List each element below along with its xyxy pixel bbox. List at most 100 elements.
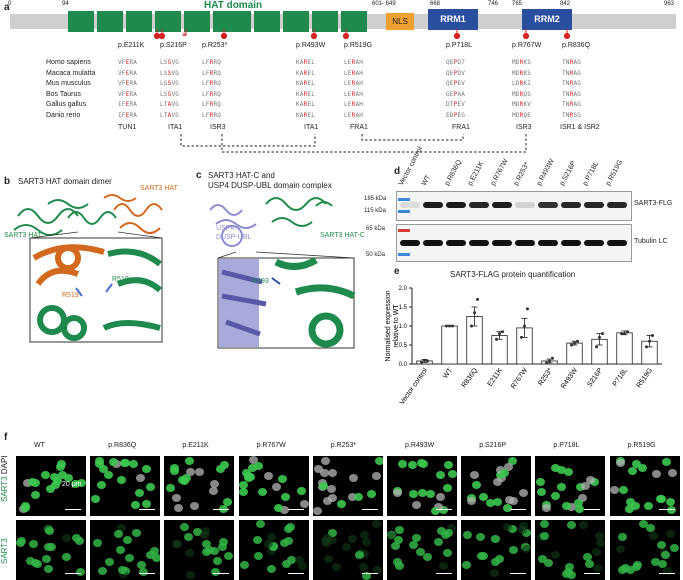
column-label: p.R253* bbox=[330, 442, 357, 449]
alignment-row: VFERA bbox=[118, 69, 137, 80]
residue-mutated: P bbox=[453, 69, 458, 77]
residue-mutated: R bbox=[519, 101, 524, 108]
nucleus bbox=[646, 523, 656, 532]
residue-flank: VF bbox=[118, 90, 126, 98]
nucleus bbox=[323, 555, 333, 564]
residue-mutated: S bbox=[167, 69, 172, 77]
residue-flank: LS bbox=[160, 80, 168, 87]
data-point bbox=[501, 330, 504, 334]
class-label: ITA1 bbox=[168, 124, 183, 131]
nucleus bbox=[503, 504, 513, 513]
nucleus bbox=[190, 502, 200, 511]
residue-flank: QE bbox=[446, 80, 454, 87]
nucleus bbox=[576, 482, 586, 491]
residue-mutated: R bbox=[303, 111, 308, 119]
nucleus bbox=[332, 563, 342, 572]
band-tubulin bbox=[538, 240, 558, 246]
nucleus bbox=[136, 560, 146, 569]
scale-bar bbox=[361, 508, 378, 510]
nucleus bbox=[269, 543, 279, 552]
data-point bbox=[520, 335, 523, 339]
nucleus bbox=[327, 493, 337, 502]
nucleus bbox=[185, 548, 195, 557]
class-label: ISR3 bbox=[210, 124, 226, 131]
residue-flank: LT bbox=[160, 101, 168, 108]
nucleus bbox=[194, 467, 204, 476]
alignment-row: LDRKI bbox=[512, 79, 531, 90]
y-tick-label: 0.0 bbox=[399, 362, 408, 368]
residue-flank: MD bbox=[512, 101, 520, 108]
nucleus bbox=[563, 467, 573, 476]
nucleus bbox=[618, 486, 628, 495]
x-tick-label: R767W bbox=[510, 367, 529, 390]
lane-label: WT bbox=[420, 174, 433, 187]
residue-flank: MD bbox=[512, 69, 520, 77]
data-point bbox=[473, 311, 476, 315]
nucleus bbox=[318, 481, 328, 490]
scale-bar bbox=[213, 508, 230, 510]
nucleus bbox=[56, 463, 66, 472]
data-point bbox=[420, 360, 423, 364]
alignment-row: LSSVG bbox=[160, 90, 179, 101]
nucleus bbox=[253, 462, 263, 471]
residue-flank: D7 bbox=[457, 59, 466, 66]
residue-flank: KA bbox=[296, 90, 304, 98]
nucleus bbox=[490, 569, 500, 578]
residue-flank: AH bbox=[355, 80, 364, 87]
data-point bbox=[523, 324, 526, 328]
x-tick-label: WT bbox=[442, 367, 454, 381]
residue-flank: LF bbox=[202, 101, 210, 108]
nucleus bbox=[397, 459, 407, 468]
merge-micrograph bbox=[461, 456, 532, 516]
data-point bbox=[445, 324, 448, 328]
alignment-column: LSSVG LSSVG LSSVG LSSVG LTAVG LTAVG bbox=[160, 58, 179, 121]
nucleus bbox=[475, 532, 485, 541]
residue-mutated: R bbox=[519, 59, 524, 66]
nucleus bbox=[577, 493, 587, 502]
nucleus bbox=[439, 562, 449, 571]
nucleus bbox=[141, 464, 151, 473]
column-label: p.P718L bbox=[553, 442, 580, 449]
scale-bar bbox=[436, 508, 452, 510]
data-point bbox=[545, 361, 548, 365]
hat-repeat bbox=[155, 11, 181, 32]
column-label: p.E211K bbox=[182, 442, 209, 449]
column-label: p.R836Q bbox=[108, 442, 137, 449]
nucleus bbox=[215, 465, 225, 474]
nucleus bbox=[638, 464, 648, 473]
nucleus bbox=[32, 559, 42, 568]
marker-65: 65 kDa bbox=[366, 226, 386, 232]
residue-mutated: R bbox=[209, 59, 214, 66]
nucleus bbox=[104, 471, 114, 480]
residue-flank: TN bbox=[562, 80, 570, 87]
nucleus bbox=[670, 544, 680, 553]
label-r519-left: R519 bbox=[62, 292, 79, 299]
scale-bar bbox=[139, 508, 156, 510]
alignment-row: LERAH bbox=[344, 100, 363, 111]
nucleus bbox=[492, 477, 502, 486]
nucleus bbox=[426, 490, 436, 499]
tick-94: 94 bbox=[62, 1, 69, 7]
alignment-column: QEPD7 QEPDV QEPEV GEPAA DTPEV EDPEG bbox=[446, 58, 465, 121]
sart3-micrograph bbox=[16, 520, 86, 580]
alignment-row: LFRRQ bbox=[202, 58, 221, 69]
alignment-row: LFRRQ bbox=[202, 100, 221, 111]
nucleus bbox=[575, 504, 585, 513]
row-label-sart3: SART3 bbox=[0, 476, 9, 502]
label-r493: R493 bbox=[252, 278, 269, 285]
residue-flank: KI bbox=[523, 80, 532, 87]
nucleus bbox=[146, 551, 156, 560]
residue-flank: QE bbox=[446, 69, 454, 77]
nucleus bbox=[557, 466, 567, 475]
residue-mutated: P bbox=[453, 111, 458, 119]
nucleus bbox=[394, 536, 404, 545]
nucleus bbox=[371, 471, 381, 480]
residue-flank: LF bbox=[202, 69, 210, 77]
nucleus bbox=[492, 497, 502, 506]
nucleus bbox=[220, 461, 230, 470]
residue-flank: EL bbox=[307, 101, 316, 108]
nucleus bbox=[104, 558, 114, 567]
bar bbox=[566, 342, 583, 365]
nucleus bbox=[551, 550, 561, 559]
